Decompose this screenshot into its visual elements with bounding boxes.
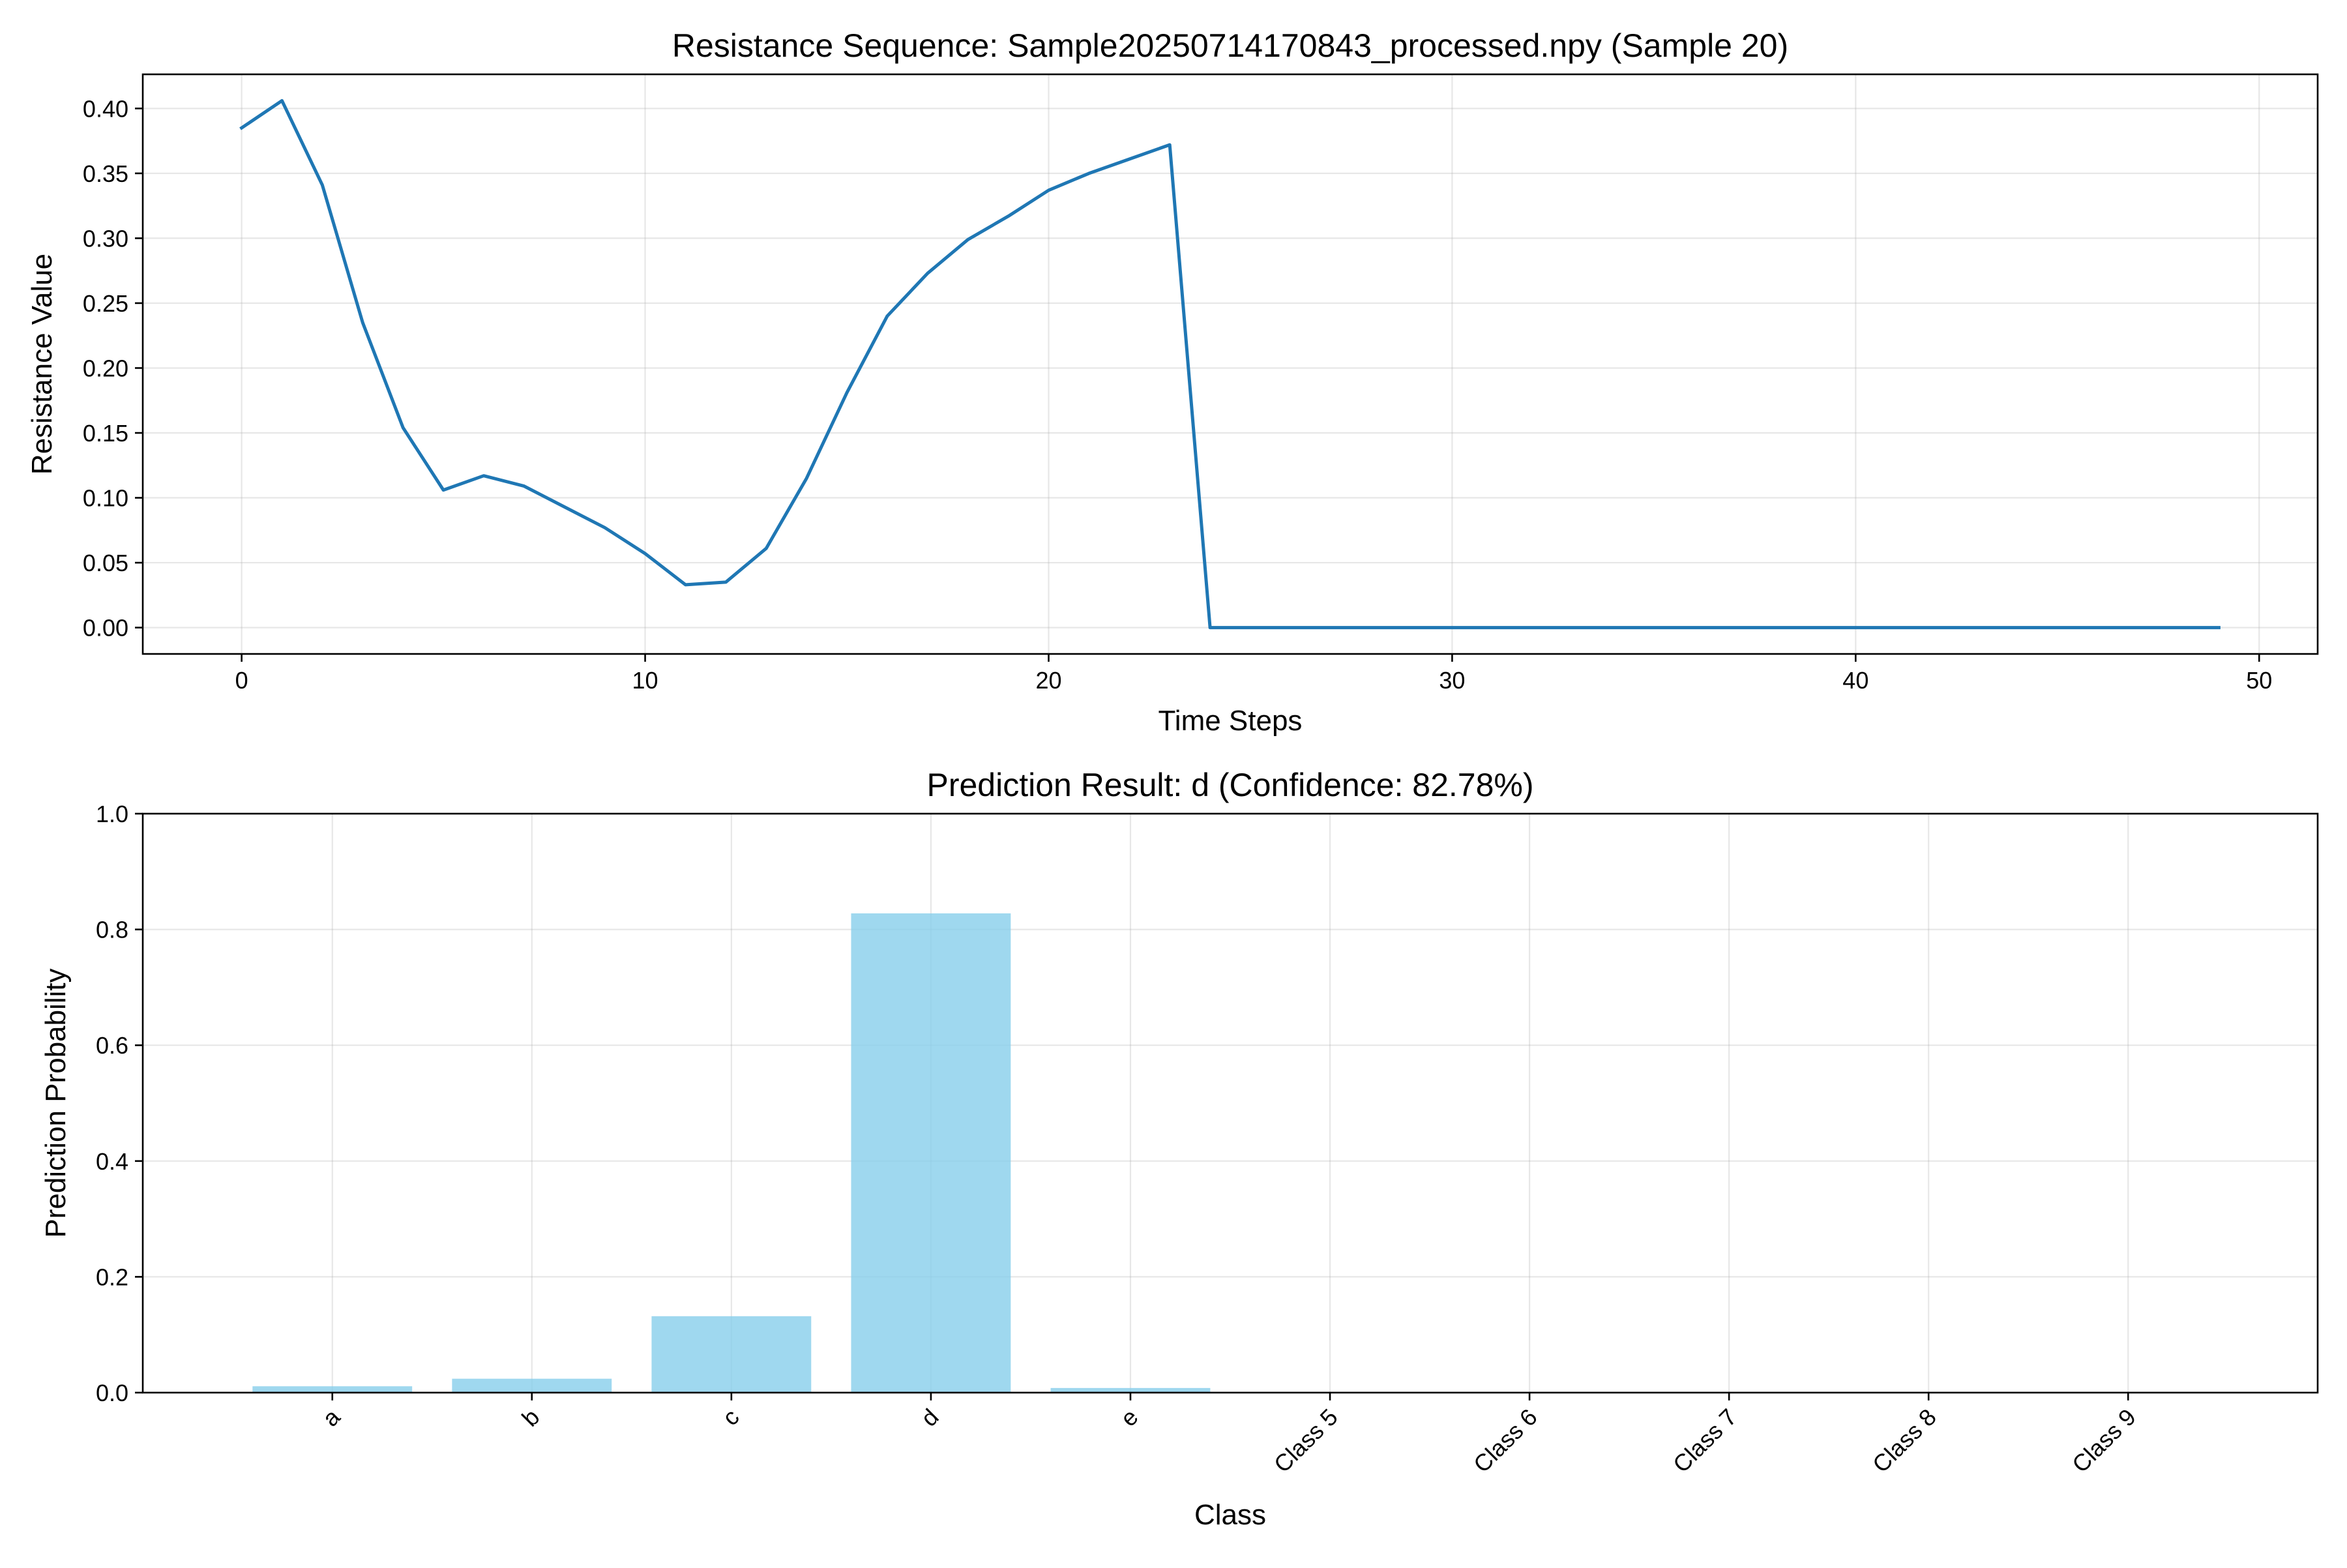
line-y-tick-label: 0.00 xyxy=(83,615,128,642)
bar-y-tick-label: 1.0 xyxy=(96,801,128,827)
bar-chart-y-axis: 0.0 0.2 0.4 0.6 0.8 1.0 xyxy=(96,801,143,1406)
bar-chart-title: Prediction Result: d (Confidence: 82.78%… xyxy=(926,767,1533,803)
bar-y-tick-label: 0.4 xyxy=(96,1148,128,1175)
line-y-tick-label: 0.05 xyxy=(83,550,128,576)
bar-chart-frame xyxy=(141,812,2319,1394)
bar-y-tick-label: 0.0 xyxy=(96,1380,128,1406)
line-y-tick-label: 0.35 xyxy=(83,160,128,187)
line-chart-y-label: Resistance Value xyxy=(26,254,58,475)
bar-chart-x-label: Class xyxy=(1194,1499,1266,1531)
bar-y-tick-label: 0.6 xyxy=(96,1032,128,1059)
line-chart-series xyxy=(239,98,2221,630)
line-x-tick-label: 10 xyxy=(632,667,658,694)
bar-d xyxy=(851,913,1011,1393)
line-y-tick-label: 0.10 xyxy=(83,485,128,512)
line-chart-title: Resistance Sequence: Sample2025071417084… xyxy=(672,27,1788,64)
bar-c xyxy=(651,1316,812,1393)
line-chart: 0 10 20 30 40 50 0.00 0.05 0.10 0.15 0.20 0.25 0.30… xyxy=(26,27,2319,737)
line-chart-y-axis: 0.00 0.05 0.10 0.15 0.20 0.25 0.30 0.35 0.40 xyxy=(83,95,143,642)
line-x-tick-label: 20 xyxy=(1035,667,1061,694)
line-chart-x-axis: 0 10 20 30 40 50 xyxy=(235,654,2272,694)
bar-e xyxy=(1050,1387,1211,1393)
line-x-tick-label: 0 xyxy=(235,667,248,694)
bar-chart-bars xyxy=(252,913,1211,1393)
line-x-tick-label: 50 xyxy=(2246,667,2272,694)
bar-b xyxy=(452,1378,612,1393)
line-y-tick-label: 0.40 xyxy=(83,95,128,122)
line-chart-x-label: Time Steps xyxy=(1159,705,1303,737)
line-y-tick-label: 0.30 xyxy=(83,225,128,252)
bar-a xyxy=(252,1386,413,1393)
line-y-tick-label: 0.20 xyxy=(83,355,128,381)
line-x-tick-label: 30 xyxy=(1439,667,1465,694)
line-x-tick-label: 40 xyxy=(1842,667,1868,694)
bar-chart-y-label: Prediction Probability xyxy=(40,968,72,1237)
line-y-tick-label: 0.25 xyxy=(83,290,128,317)
line-chart-grid xyxy=(143,74,2318,654)
line-y-tick-label: 0.15 xyxy=(83,420,128,447)
bar-y-tick-label: 0.8 xyxy=(96,917,128,943)
bar-y-tick-label: 0.2 xyxy=(96,1264,128,1290)
line-chart-frame xyxy=(141,73,2319,655)
resistance-series-line xyxy=(239,98,2221,630)
